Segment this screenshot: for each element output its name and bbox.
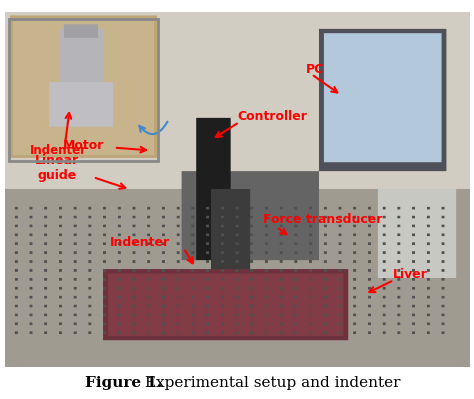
Text: Force transducer: Force transducer [263,213,382,226]
Text: Liver: Liver [392,268,428,280]
Text: Motor: Motor [63,138,105,152]
Text: Figure 1.: Figure 1. [85,376,163,390]
Text: Experimental setup and indenter: Experimental setup and indenter [140,376,401,390]
Text: Indenter: Indenter [109,235,170,249]
Text: PC: PC [306,63,324,76]
Text: Controller: Controller [237,110,307,123]
Bar [9,19,158,161]
Text: Indenter: Indenter [30,144,87,157]
Text: Linear
guide: Linear guide [35,154,79,182]
